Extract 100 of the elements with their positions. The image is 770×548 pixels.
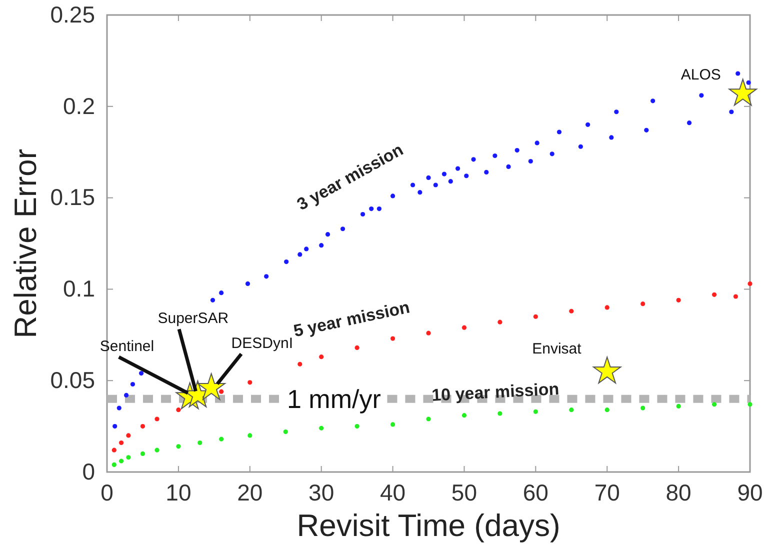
point — [319, 243, 324, 248]
point — [219, 290, 224, 296]
point — [130, 382, 136, 387]
point — [746, 80, 751, 85]
point — [729, 110, 734, 114]
point — [369, 206, 374, 212]
point — [492, 153, 498, 158]
point — [650, 98, 656, 104]
point — [245, 281, 250, 286]
point — [140, 424, 146, 429]
point — [498, 320, 502, 324]
point — [578, 144, 583, 149]
point — [484, 170, 489, 175]
point — [283, 429, 288, 434]
y-tick-label: 0.1 — [63, 276, 95, 302]
point — [210, 298, 216, 302]
point — [593, 356, 622, 384]
point — [124, 392, 129, 398]
y-tick-label: 0 — [82, 458, 95, 484]
point — [609, 135, 614, 140]
point — [733, 294, 738, 299]
point — [390, 422, 396, 427]
point — [219, 436, 224, 442]
point — [748, 281, 752, 286]
x-tick-label: 10 — [166, 479, 192, 506]
point — [569, 408, 574, 412]
point — [433, 182, 438, 188]
point — [506, 164, 511, 170]
point — [471, 157, 476, 162]
point — [354, 424, 360, 429]
point — [418, 190, 422, 195]
text: 5 year mission — [292, 298, 412, 341]
point — [354, 345, 360, 350]
point — [298, 252, 302, 257]
point — [556, 130, 562, 134]
point — [198, 440, 202, 446]
point — [112, 424, 118, 429]
point — [154, 416, 160, 422]
point — [154, 448, 160, 452]
point — [644, 128, 649, 132]
point — [448, 179, 453, 184]
series-label: 10 year mission — [431, 379, 560, 405]
point — [248, 433, 252, 438]
point — [376, 206, 382, 212]
point — [116, 406, 122, 410]
point — [298, 362, 302, 366]
point — [426, 175, 431, 180]
x-tick-label: 90 — [737, 479, 763, 506]
point — [325, 232, 330, 237]
point — [248, 380, 252, 385]
point — [112, 448, 116, 452]
point — [586, 122, 590, 127]
point — [640, 406, 646, 410]
y-tick-label: 0.05 — [50, 366, 95, 393]
point — [699, 93, 704, 98]
x-tick-label: 40 — [380, 479, 406, 506]
point — [748, 402, 752, 407]
point — [426, 330, 431, 336]
y-tick-label: 0.15 — [50, 184, 95, 210]
x-tick-label: 0 — [100, 479, 114, 506]
y-axis-title: Relative Error — [8, 148, 43, 338]
point — [528, 158, 533, 164]
point — [676, 404, 681, 408]
point — [112, 462, 116, 467]
point — [304, 246, 309, 252]
x-tick-label: 30 — [308, 479, 334, 506]
point — [340, 226, 346, 232]
point — [462, 413, 467, 418]
point — [360, 212, 366, 217]
point — [712, 402, 717, 407]
point — [533, 409, 538, 414]
point — [284, 259, 289, 264]
point — [197, 373, 226, 400]
point — [118, 458, 124, 464]
point — [464, 174, 469, 178]
point — [138, 370, 144, 376]
point — [498, 411, 502, 416]
point — [264, 274, 269, 279]
point — [604, 305, 610, 310]
point — [604, 408, 610, 412]
point — [126, 433, 131, 438]
x-axis-title: Revisit Time (days) — [296, 508, 560, 543]
annotation: DESDynI — [231, 334, 293, 352]
point — [712, 292, 717, 297]
point — [319, 354, 324, 360]
point — [390, 194, 396, 198]
point — [219, 389, 224, 394]
point — [534, 140, 540, 146]
point — [640, 302, 646, 306]
x-tick-label: 20 — [237, 479, 263, 506]
point — [426, 416, 431, 422]
annotation: Envisat — [532, 340, 582, 358]
annotation: SuperSAR — [158, 310, 229, 328]
point — [614, 110, 619, 114]
point — [569, 308, 574, 314]
point — [319, 426, 324, 430]
point — [126, 455, 131, 460]
point — [550, 152, 554, 156]
point — [676, 298, 681, 302]
point — [686, 120, 692, 126]
